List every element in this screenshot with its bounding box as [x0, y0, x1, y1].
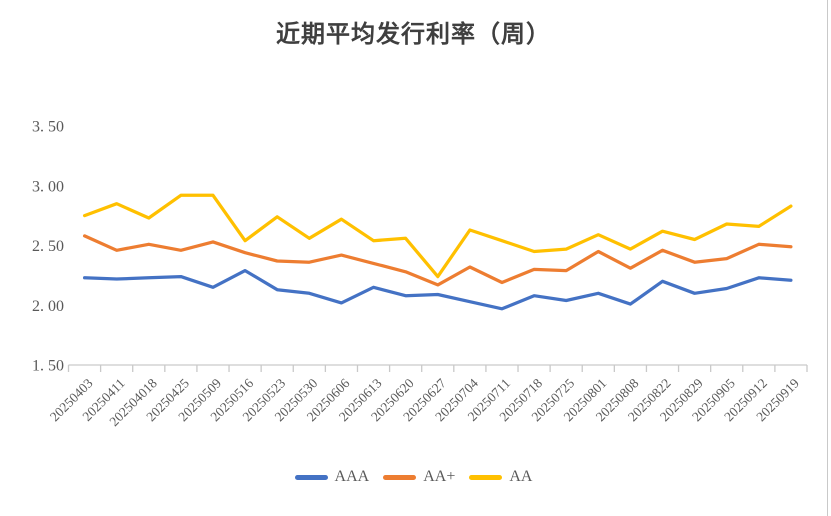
chart-title: 近期平均发行利率（周） [276, 22, 551, 48]
legend-label: AAA [334, 468, 370, 485]
legend-label: AA+ [423, 468, 456, 485]
legend: AAA AA+ AA [0, 468, 827, 486]
right-edge-border [827, 0, 828, 516]
y-axis-tick-label: 3. 50 [32, 119, 64, 136]
legend-item-AAA: AAA [294, 468, 370, 486]
series-line-AAA [82, 268, 793, 311]
y-axis-tick-label: 2. 00 [32, 298, 64, 315]
series-line-AA [82, 193, 793, 279]
legend-swatch-AAA [294, 474, 328, 480]
y-axis-labels: 3. 50 3. 00 2. 50 2. 00 1. 50 [32, 119, 64, 375]
legend-swatch-AA+ [383, 474, 417, 480]
x-axis-labels: 2025040320250411202504018202504252025050… [47, 375, 802, 429]
y-axis-tick-label: 2. 50 [32, 238, 64, 255]
legend-item-AA+: AA+ [383, 468, 455, 486]
chart-plot: 3. 50 3. 00 2. 50 2. 00 1. 50 20250403202504… [32, 119, 808, 429]
series-line-AA+ [82, 234, 793, 287]
x-axis [67, 364, 808, 372]
y-axis-tick-label: 3. 00 [32, 178, 64, 195]
series-lines [82, 193, 793, 311]
y-axis-tick-label: 1. 50 [32, 358, 64, 375]
legend-item-AA: AA [469, 468, 532, 486]
legend-label: AA [509, 468, 533, 485]
legend-swatch-AA [469, 474, 503, 480]
